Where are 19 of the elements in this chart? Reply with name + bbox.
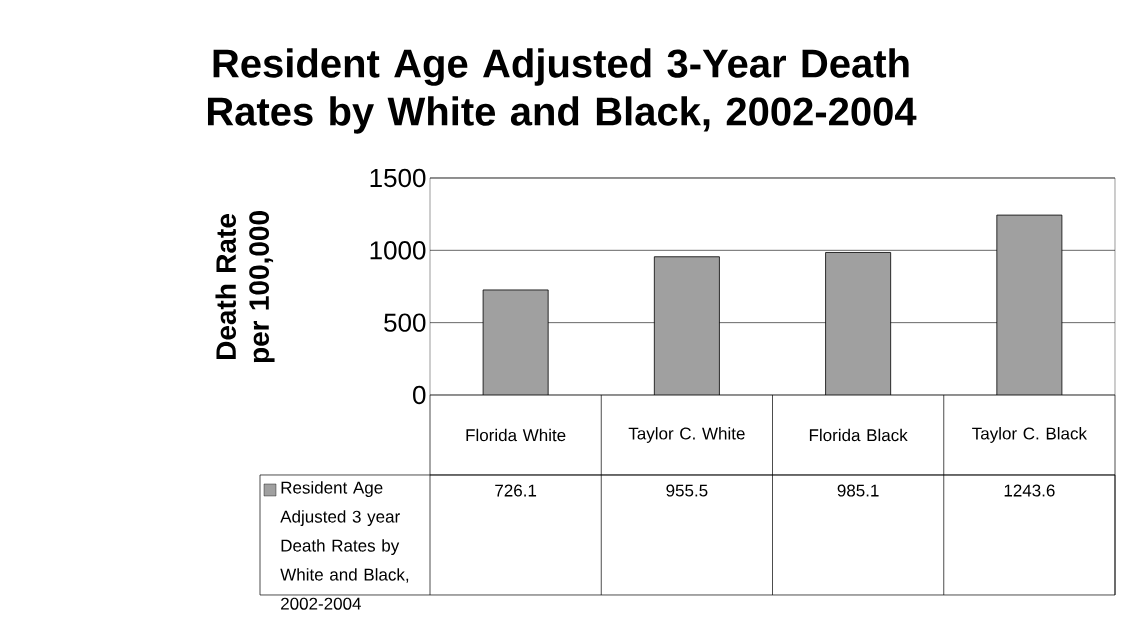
data-label: 726.1 xyxy=(495,484,537,497)
bar xyxy=(825,252,892,395)
bar xyxy=(482,289,549,395)
x-tick-label: Florida Black xyxy=(809,428,908,442)
x-tick-label: Taylor C. White xyxy=(628,427,745,443)
y-tick-label: 500 xyxy=(384,313,426,332)
y-tick-label: 1000 xyxy=(370,241,426,260)
data-label: 985.1 xyxy=(837,484,879,497)
y-axis-title: Death Rate per 100,000 xyxy=(215,211,275,363)
x-tick-label: Taylor C. Black xyxy=(972,427,1088,443)
x-tick-label: Florida White xyxy=(466,428,566,442)
legend-label: Resident Age Adjusted 3 year Death Rates by White and Black, 2002-2004 xyxy=(280,481,409,610)
bar xyxy=(653,256,720,395)
data-label: 955.5 xyxy=(666,484,708,497)
y-tick-label: 1500 xyxy=(370,168,426,188)
chart-title: Resident Age Adjusted 3-Year Death Rates by White and Black, 2002-2004 xyxy=(207,48,917,134)
data-label: 1243.6 xyxy=(1004,484,1055,497)
y-tick-label: 0 xyxy=(413,385,426,405)
bar xyxy=(996,214,1063,395)
